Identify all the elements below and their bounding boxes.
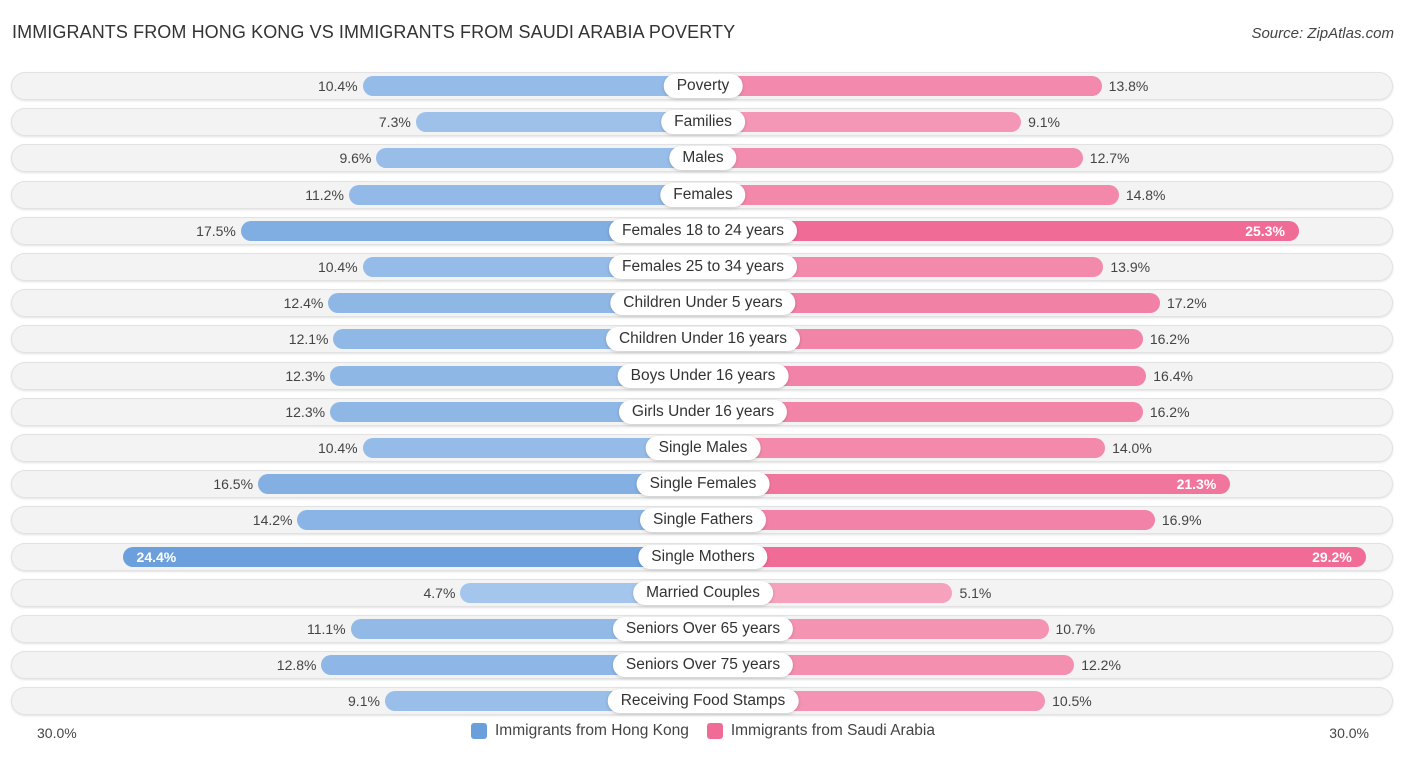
value-label-saudi-arabia: 16.9% <box>1161 512 1202 529</box>
category-label: Families <box>661 110 745 135</box>
value-label-saudi-arabia: 14.0% <box>1112 440 1152 456</box>
bar-saudi-arabia[interactable] <box>703 112 1022 133</box>
axis-label-left: 30.0% <box>37 725 77 741</box>
legend-swatch-hong-kong <box>471 723 487 739</box>
value-label-saudi-arabia: 25.3% <box>1245 222 1285 239</box>
value-label-saudi-arabia: 10.7% <box>1055 621 1096 637</box>
category-label: Children Under 5 years <box>610 291 796 316</box>
legend-label-saudi-arabia: Immigrants from Saudi Arabia <box>730 722 935 739</box>
bar-hong-kong[interactable] <box>330 365 703 386</box>
value-label-saudi-arabia: 5.1% <box>959 584 992 601</box>
axis-label-right: 30.0% <box>1329 725 1369 741</box>
bar-hong-kong[interactable] <box>240 220 703 241</box>
bar-hong-kong[interactable] <box>258 474 703 495</box>
category-label: Children Under 16 years <box>605 327 801 352</box>
bar-hong-kong[interactable] <box>362 76 703 96</box>
bar-saudi-arabia[interactable] <box>703 401 1143 422</box>
value-label-saudi-arabia: 16.2% <box>1149 331 1190 348</box>
value-label-saudi-arabia: 10.5% <box>1052 693 1092 710</box>
value-label-hong-kong: 11.2% <box>305 186 344 203</box>
bar-hong-kong[interactable] <box>415 112 703 133</box>
category-label: Seniors Over 65 years <box>612 617 794 641</box>
value-label-hong-kong: 17.5% <box>196 222 236 239</box>
category-label: Receiving Food Stamps <box>607 689 799 714</box>
value-label-hong-kong: 24.4% <box>136 548 177 565</box>
bar-saudi-arabia[interactable] <box>703 329 1143 350</box>
value-label-saudi-arabia: 16.4% <box>1153 367 1193 384</box>
source-label: Source: ZipAtlas.com <box>1251 25 1394 42</box>
bar-saudi-arabia[interactable] <box>703 76 1102 96</box>
value-label-hong-kong: 11.1% <box>306 621 346 637</box>
legend-item-saudi-arabia[interactable]: Immigrants from Saudi Arabia <box>706 722 935 740</box>
value-label-hong-kong: 10.4% <box>317 78 358 94</box>
value-label-hong-kong: 12.4% <box>283 295 324 312</box>
bar-saudi-arabia[interactable] <box>703 474 1231 495</box>
bar-hong-kong[interactable] <box>122 546 703 567</box>
value-label-hong-kong: 12.3% <box>285 403 326 420</box>
bar-hong-kong[interactable] <box>348 184 703 205</box>
category-label: Boys Under 16 years <box>617 363 789 388</box>
value-label-saudi-arabia: 9.1% <box>1028 114 1060 131</box>
value-label-hong-kong: 10.4% <box>317 259 358 275</box>
value-label-hong-kong: 12.3% <box>285 367 326 384</box>
bar-saudi-arabia[interactable] <box>703 148 1083 169</box>
category-label: Single Males <box>645 436 761 460</box>
category-label: Single Females <box>636 472 770 497</box>
value-label-saudi-arabia: 29.2% <box>1312 548 1352 565</box>
category-label: Females <box>660 182 746 207</box>
bar-saudi-arabia[interactable] <box>703 546 1366 567</box>
bar-saudi-arabia[interactable] <box>703 220 1299 241</box>
value-label-saudi-arabia: 16.2% <box>1149 403 1190 420</box>
bar-saudi-arabia[interactable] <box>703 365 1147 386</box>
value-label-saudi-arabia: 12.7% <box>1089 150 1130 167</box>
value-label-saudi-arabia: 13.9% <box>1110 259 1151 275</box>
bar-hong-kong[interactable] <box>376 148 703 169</box>
category-label: Girls Under 16 years <box>618 399 788 424</box>
category-label: Females 25 to 34 years <box>609 255 797 279</box>
value-label-saudi-arabia: 12.2% <box>1081 657 1121 674</box>
category-label: Poverty <box>663 74 743 98</box>
category-label: Single Mothers <box>638 544 768 569</box>
value-label-hong-kong: 14.2% <box>252 512 293 529</box>
value-label-saudi-arabia: 13.8% <box>1108 78 1149 94</box>
value-label-saudi-arabia: 14.8% <box>1125 186 1166 203</box>
value-label-hong-kong: 9.1% <box>348 693 380 710</box>
value-label-hong-kong: 12.1% <box>288 331 329 348</box>
value-label-saudi-arabia: 17.2% <box>1166 295 1207 312</box>
legend-item-hong-kong[interactable]: Immigrants from Hong Kong <box>471 722 689 740</box>
category-label: Single Fathers <box>640 508 766 533</box>
legend-swatch-saudi-arabia <box>706 723 723 739</box>
category-label: Seniors Over 75 years <box>612 653 794 678</box>
bar-hong-kong[interactable] <box>330 401 703 422</box>
value-label-hong-kong: 4.7% <box>423 584 456 601</box>
legend-label-hong-kong: Immigrants from Hong Kong <box>495 722 689 739</box>
bar-saudi-arabia[interactable] <box>703 510 1155 531</box>
value-label-saudi-arabia: 21.3% <box>1176 476 1217 493</box>
value-label-hong-kong: 12.8% <box>276 657 317 674</box>
category-label: Males <box>669 146 737 171</box>
bar-saudi-arabia[interactable] <box>703 438 1106 458</box>
bar-hong-kong[interactable] <box>297 510 703 531</box>
bar-saudi-arabia[interactable] <box>703 257 1104 277</box>
category-label: Married Couples <box>633 580 773 605</box>
bar-hong-kong[interactable] <box>362 438 703 458</box>
value-label-hong-kong: 9.6% <box>339 150 372 167</box>
bar-hong-kong[interactable] <box>328 293 703 314</box>
bar-hong-kong[interactable] <box>321 655 703 676</box>
legend: Immigrants from Hong Kong Immigrants fro… <box>0 722 1406 740</box>
bar-saudi-arabia[interactable] <box>703 655 1075 676</box>
value-label-hong-kong: 16.5% <box>213 476 254 493</box>
value-label-hong-kong: 7.3% <box>378 114 411 131</box>
value-label-hong-kong: 10.4% <box>317 440 358 456</box>
chart-title: IMMIGRANTS FROM HONG KONG VS IMMIGRANTS … <box>12 22 736 42</box>
category-label: Females 18 to 24 years <box>609 218 797 243</box>
bar-saudi-arabia[interactable] <box>703 184 1119 205</box>
bar-saudi-arabia[interactable] <box>703 293 1160 314</box>
